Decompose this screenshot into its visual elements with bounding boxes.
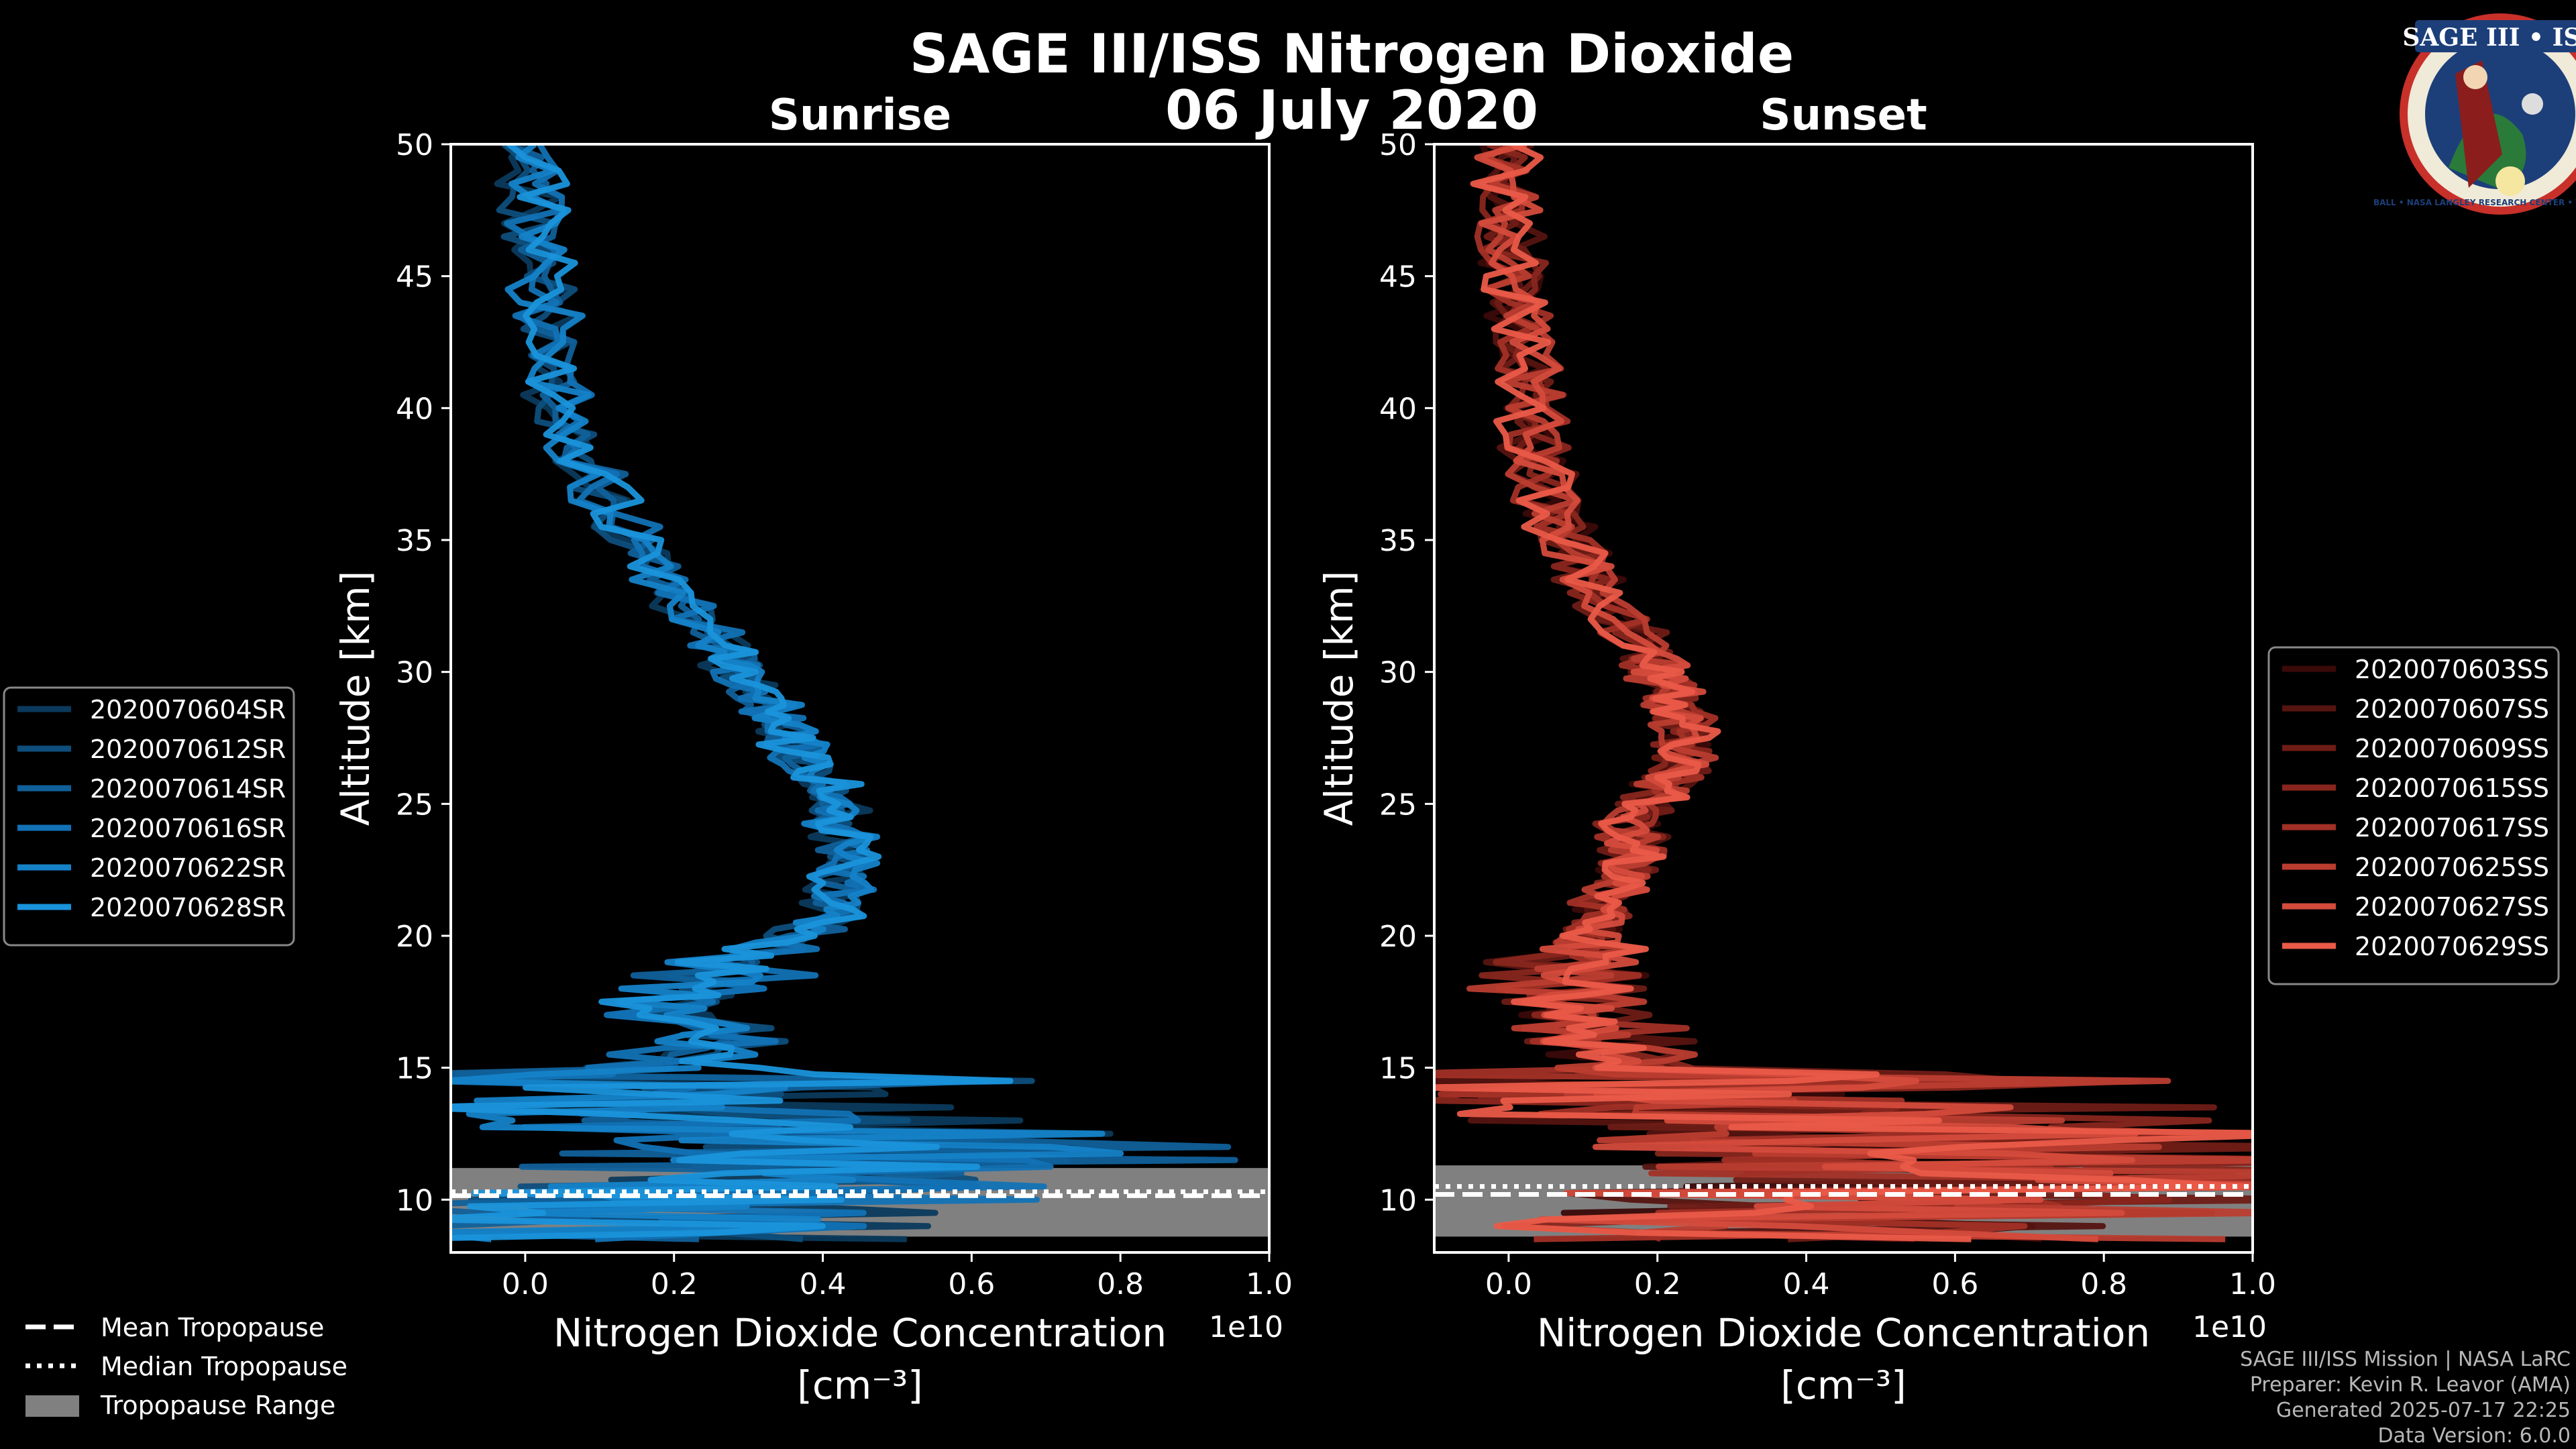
legend-label: 2020070604SR xyxy=(90,695,286,724)
y-tick-label: 45 xyxy=(1379,260,1417,294)
legend-label: 2020070609SS xyxy=(2355,734,2549,763)
x-tick-label: 0.8 xyxy=(2080,1267,2127,1301)
footer-credits: SAGE III/ISS Mission | NASA LaRC Prepare… xyxy=(2240,1348,2571,1448)
sunrise-panel: 0.0 0.2 0.4 0.6 0.8 1.0 10 15 20 25 30 35 40 45 50 1e10… xyxy=(3,91,1293,1408)
x-axis-units: [cm⁻³] xyxy=(1780,1362,1907,1408)
x-tick-label: 0.4 xyxy=(800,1267,847,1301)
x-tick-label: 1.0 xyxy=(1246,1267,1293,1301)
x-tick-label: 0.6 xyxy=(1931,1267,1978,1301)
figure-title: SAGE III/ISS Nitrogen Dioxide xyxy=(910,23,1794,85)
sunrise-plot-area xyxy=(451,144,1269,1242)
svg-text:Generated 2025-07-17 22:25: Generated 2025-07-17 22:25 xyxy=(2276,1399,2571,1422)
figure-date: 06 July 2020 xyxy=(1165,79,1538,142)
x-tick-label: 0.0 xyxy=(502,1267,549,1301)
y-axis-label: Altitude [km] xyxy=(1316,571,1362,826)
tropo-legend-median: Median Tropopause xyxy=(101,1352,347,1381)
y-tick-label: 35 xyxy=(396,524,433,558)
sunset-plot-area xyxy=(1434,144,2253,1242)
y-tick-label: 25 xyxy=(1379,788,1417,822)
sunset-panel: 0.0 0.2 0.4 0.6 0.8 1.0 10 15 20 25 30 35 40 45 50 1e10… xyxy=(1316,91,2560,1408)
x-tick-label: 0.2 xyxy=(651,1267,698,1301)
x-axis-units: [cm⁻³] xyxy=(797,1362,923,1408)
x-tick-label: 0.2 xyxy=(1634,1267,1681,1301)
legend-box xyxy=(3,686,295,947)
legend-label: 2020070629SS xyxy=(2355,932,2549,961)
y-tick-label: 20 xyxy=(1379,920,1417,954)
tropo-legend-mean: Mean Tropopause xyxy=(101,1313,324,1342)
x-tick-label: 0.6 xyxy=(948,1267,995,1301)
legend-label: 2020070614SR xyxy=(90,774,286,804)
legend-label: 2020070622SR xyxy=(90,853,286,883)
legend-label: 2020070603SS xyxy=(2355,655,2549,684)
plot-frame xyxy=(449,143,1271,1254)
legend-label: 2020070616SR xyxy=(90,814,286,843)
legend-label: 2020070615SS xyxy=(2355,773,2549,803)
y-tick-label: 30 xyxy=(396,656,433,690)
svg-text:Preparer: Kevin R. Leavor (AMA: Preparer: Kevin R. Leavor (AMA) xyxy=(2250,1373,2571,1397)
y-tick-label: 50 xyxy=(396,128,433,162)
y-tick-label: 45 xyxy=(396,260,433,294)
tropo-legend-range: Tropopause Range xyxy=(100,1391,335,1420)
legend-label: 2020070607SS xyxy=(2355,694,2549,724)
svg-text:SAGE III/ISS Mission | NASA La: SAGE III/ISS Mission | NASA LaRC xyxy=(2240,1348,2571,1371)
x-offset-label: 1e10 xyxy=(2192,1310,2267,1344)
x-axis-label: Nitrogen Dioxide Concentration xyxy=(553,1310,1167,1356)
series-line-2020070629SS xyxy=(1434,144,2253,1242)
x-offset-label: 1e10 xyxy=(1209,1310,1283,1344)
y-tick-label: 20 xyxy=(396,920,433,954)
x-tick-label: 0.4 xyxy=(1783,1267,1830,1301)
series-line-2020070615SS xyxy=(1434,144,2253,1242)
y-tick-label: 50 xyxy=(1379,128,1417,162)
y-tick-label: 35 xyxy=(1379,524,1417,558)
y-tick-label: 15 xyxy=(1379,1052,1417,1086)
panel-title: Sunrise xyxy=(769,91,951,140)
y-axis-label: Altitude [km] xyxy=(333,571,378,826)
legend-label: 2020070625SS xyxy=(2355,853,2549,882)
sunrise-legend: 2020070604SR 2020070612SR 2020070614SR 2020… xyxy=(3,686,295,947)
x-axis-label: Nitrogen Dioxide Concentration xyxy=(1537,1310,2150,1356)
svg-text:Data Version: 6.0.0: Data Version: 6.0.0 xyxy=(2378,1424,2571,1448)
sunset-legend: 2020070603SS 2020070607SS 2020070609SS 2020… xyxy=(2267,646,2560,985)
svg-text:SAGE III • ISS: SAGE III • ISS xyxy=(2402,23,2576,52)
x-tick-label: 1.0 xyxy=(2229,1267,2276,1301)
legend-box xyxy=(2267,646,2560,985)
svg-text:BALL • NASA LANGLEY RESEARCH C: BALL • NASA LANGLEY RESEARCH CENTER • TA… xyxy=(2373,198,2576,207)
sage-iii-iss-logo: SAGE III • ISS BALL • NASA LANGLEY RESEA… xyxy=(2373,13,2576,215)
legend-label: 2020070627SS xyxy=(2355,892,2549,922)
x-tick-label: 0.8 xyxy=(1097,1267,1144,1301)
panel-title: Sunset xyxy=(1760,91,1927,140)
legend-label: 2020070612SR xyxy=(90,735,286,764)
y-tick-label: 15 xyxy=(396,1052,433,1086)
plot-frame xyxy=(1433,143,2254,1254)
y-tick-label: 10 xyxy=(396,1183,433,1218)
y-tick-label: 40 xyxy=(1379,392,1417,426)
y-tick-label: 40 xyxy=(396,392,433,426)
series-line-2020070628SR xyxy=(451,144,1014,1241)
y-tick-label: 30 xyxy=(1379,656,1417,690)
y-tick-label: 25 xyxy=(396,788,433,822)
y-tick-label: 10 xyxy=(1379,1183,1417,1218)
legend-label: 2020070628SR xyxy=(90,893,286,922)
legend-label: 2020070617SS xyxy=(2355,813,2549,843)
x-tick-label: 0.0 xyxy=(1485,1267,1532,1301)
tropopause-legend: Mean Tropopause Median Tropopause Tropop… xyxy=(25,1313,347,1420)
